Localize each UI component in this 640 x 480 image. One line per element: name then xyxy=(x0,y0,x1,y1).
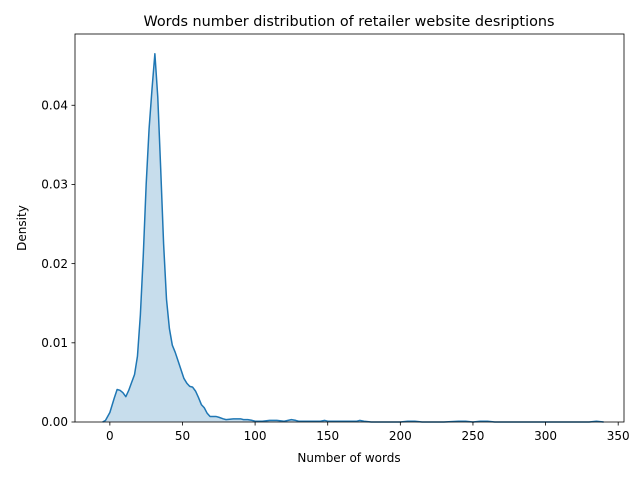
x-axis-label: Number of words xyxy=(297,451,400,465)
chart-title: Words number distribution of retailer we… xyxy=(143,14,554,30)
axes-frame xyxy=(74,33,625,423)
y-axis-ticks: 0.00 0.01 0.02 0.03 0.04 xyxy=(41,98,75,429)
x-tick-label: 250 xyxy=(461,429,484,443)
x-tick-label: 0 xyxy=(106,429,114,443)
x-tick-label: 350 xyxy=(607,429,630,443)
x-tick-label: 50 xyxy=(175,429,190,443)
y-tick-label: 0.03 xyxy=(41,178,68,192)
x-axis-ticks: 0 50 100 150 200 250 300 350 xyxy=(106,422,630,443)
y-tick-label: 0.04 xyxy=(41,98,68,112)
x-tick-label: 150 xyxy=(316,429,339,443)
x-tick-label: 300 xyxy=(534,429,557,443)
x-tick-label: 100 xyxy=(244,429,267,443)
y-tick-label: 0.00 xyxy=(41,415,68,429)
y-tick-label: 0.01 xyxy=(41,336,68,350)
y-tick-label: 0.02 xyxy=(41,257,68,271)
density-area-fill xyxy=(102,53,604,423)
x-tick-label: 200 xyxy=(389,429,412,443)
plot-area xyxy=(102,53,604,423)
y-axis-label: Density xyxy=(15,205,29,251)
